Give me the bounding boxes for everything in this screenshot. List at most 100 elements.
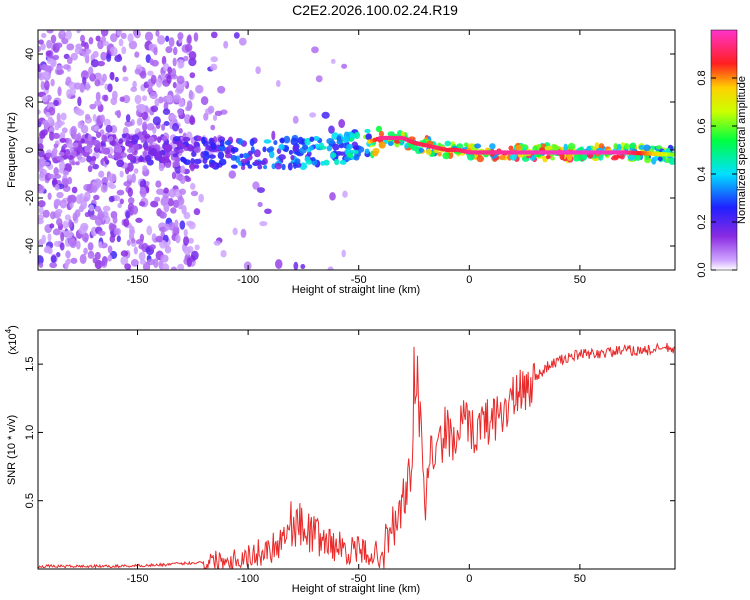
spectrogram-cell — [195, 84, 204, 94]
spectrogram-cell — [287, 162, 293, 171]
spectrogram-cell — [581, 153, 588, 161]
spectrogram-cell — [185, 176, 192, 183]
spectrogram-cell — [61, 127, 68, 134]
spectrogram-cell — [100, 51, 107, 61]
spectrogram-cell — [66, 43, 75, 51]
spectrogram-cell — [172, 57, 177, 67]
spectrogram-cell — [52, 54, 60, 61]
spectrogram-x-tick-label: -100 — [237, 274, 259, 286]
spectrogram-cell — [259, 221, 268, 227]
spectrogram-cell — [155, 235, 163, 243]
spectrogram-cell — [52, 228, 61, 236]
spectrogram-cell — [243, 152, 250, 159]
spectrogram-cell — [120, 256, 129, 266]
spectrogram-y-tick-label: 0 — [24, 147, 36, 153]
spectrogram-cell — [346, 143, 353, 150]
spectrogram-cell — [172, 160, 180, 168]
spectrogram-cell — [338, 118, 346, 129]
spectrogram-cell — [173, 46, 178, 56]
spectrogram-cell — [84, 113, 91, 120]
spectrogram-cell — [134, 68, 141, 75]
spectrogram-cell — [114, 76, 119, 83]
spectrogram-cell — [178, 196, 185, 206]
spectrogram-cell — [50, 211, 56, 220]
spectrogram-cell — [100, 184, 108, 193]
spectrogram-cell — [100, 30, 109, 37]
spectrogram-cell — [262, 146, 267, 153]
spectrogram-cell — [573, 155, 581, 162]
spectrogram-cell — [253, 149, 261, 158]
snr-x-tick-label: -50 — [351, 573, 367, 585]
spectrogram-cell — [60, 30, 65, 35]
spectrogram-cell — [132, 80, 137, 89]
spectrogram-cell — [202, 157, 208, 164]
spectrogram-cell — [489, 143, 496, 150]
spectrogram-cell — [230, 146, 239, 153]
spectrogram-cell — [138, 251, 146, 261]
spectrogram-cell — [65, 148, 71, 157]
spectrogram-marks — [38, 30, 675, 270]
spectrogram-cell — [217, 151, 225, 160]
spectrogram-cell — [77, 96, 82, 107]
spectrogram-cell — [98, 241, 103, 249]
spectrogram-cell — [189, 116, 196, 126]
spectrogram-cell — [297, 136, 304, 145]
spectrogram-cell — [78, 226, 87, 235]
spectrogram-cell — [166, 74, 172, 85]
spectrogram-cell — [188, 237, 194, 244]
spectrogram-cell — [107, 153, 113, 159]
spectrogram-y-label: Frequency (Hz) — [6, 112, 18, 188]
spectrogram-cell — [177, 204, 183, 210]
spectrogram-cell — [188, 51, 197, 61]
spectrogram-cell — [107, 83, 113, 93]
colorbar-label: Normalized spectral amplitude — [736, 76, 748, 224]
spectrogram-cell — [64, 229, 74, 239]
spectrogram-cell — [179, 188, 187, 195]
spectrogram-cell — [49, 131, 55, 141]
spectrogram-cell — [116, 159, 125, 168]
spectrogram-cell — [218, 158, 227, 166]
spectrogram-cell — [155, 188, 165, 195]
spectrogram-cell — [133, 143, 140, 152]
spectrogram-cell — [656, 145, 663, 150]
spectrogram-cell — [309, 136, 315, 142]
spectrogram-cell — [190, 158, 195, 165]
spectrogram-cell — [466, 152, 475, 161]
spectrogram-cell — [183, 55, 189, 62]
spectrogram-cell — [142, 150, 148, 158]
spectrogram-cell — [200, 96, 209, 106]
spectrogram-cell — [38, 184, 45, 194]
spectrogram-cell — [90, 59, 99, 68]
spectrogram-cell — [130, 259, 139, 267]
spectrogram-cell — [193, 32, 199, 42]
spectrogram-cell — [84, 145, 90, 153]
spectrogram-panel: -150 -100 -50 0 50 -40 -20 0 20 40 Height of str… — [6, 29, 676, 296]
spectrogram-cell — [125, 114, 131, 123]
spectrogram-cell — [164, 223, 170, 231]
spectrogram-cell — [95, 131, 102, 139]
spectrogram-cell — [159, 211, 167, 219]
spectrogram-cell — [136, 117, 143, 126]
spectrogram-cell — [133, 246, 138, 255]
spectrogram-cell — [65, 250, 71, 259]
spectrogram-cell — [49, 262, 58, 269]
spectrogram-cell — [167, 66, 173, 75]
spectrogram-cell — [73, 82, 82, 90]
spectrogram-cell — [110, 33, 118, 43]
spectrogram-cell — [474, 143, 482, 149]
spectrogram-cell — [62, 64, 71, 70]
spectrogram-cell — [81, 50, 86, 57]
spectrogram-cell — [59, 138, 67, 143]
spectrogram-cell — [74, 47, 83, 55]
spectrogram-cell — [106, 53, 112, 62]
spectrogram-cell — [61, 178, 70, 185]
spectrogram-cell — [47, 116, 54, 124]
spectrogram-cell — [616, 143, 622, 151]
spectrogram-cell — [149, 91, 158, 100]
spectrogram-cell — [183, 228, 188, 237]
spectrogram-cell — [163, 187, 169, 194]
snr-x-tick-label: -100 — [237, 573, 259, 585]
spectrogram-cell — [101, 176, 109, 184]
spectrogram-cell — [194, 244, 200, 251]
spectrogram-cell — [131, 173, 137, 184]
